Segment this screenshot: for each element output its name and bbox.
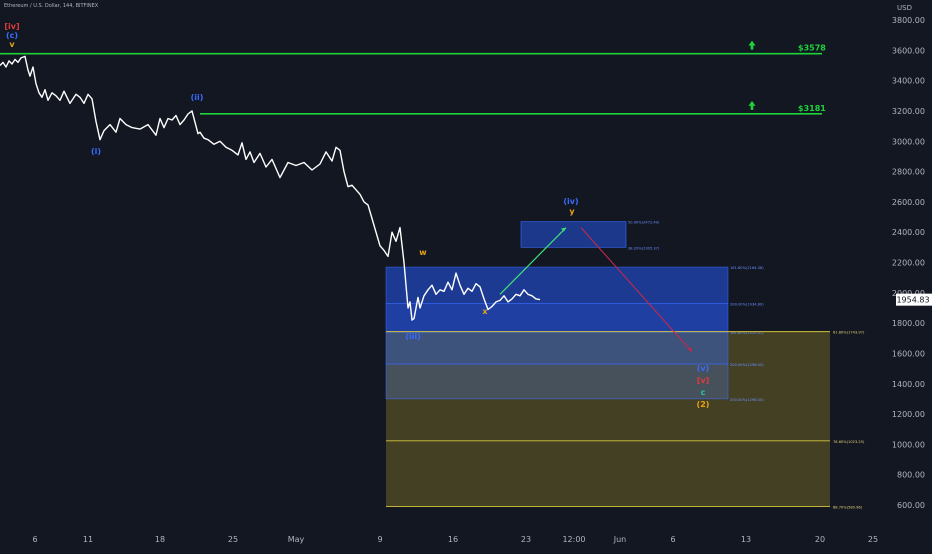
wave-label: y [569, 207, 575, 216]
x-axis-tick-label: 12:00 [562, 535, 585, 544]
x-axis-tick-label: 25 [868, 535, 878, 544]
y-axis-tick-label: 2600.00 [892, 198, 925, 207]
extension-zone-blue-upper [385, 266, 729, 304]
wave-label: x [482, 307, 488, 316]
target-price-label: $3181 [798, 104, 826, 113]
up-arrow-icon [748, 100, 756, 110]
y-axis-tick-label: 1000.00 [892, 440, 925, 449]
y-axis-tick-label: 3200.00 [892, 107, 925, 116]
wave-label: (iv) [563, 197, 578, 206]
y-axis-tick-label: 2800.00 [892, 168, 925, 177]
y-axis-tick-label: 600.00 [897, 501, 925, 510]
x-axis-tick-label: 6 [32, 535, 37, 544]
wave-iv-target-zone [520, 221, 627, 248]
fib-label: 161.80%(2164.38) [730, 266, 764, 270]
up-arrow-icon [748, 40, 756, 50]
price-line [0, 55, 541, 321]
projection-arrow-up [499, 227, 567, 295]
y-axis-tick-label: 3000.00 [892, 137, 925, 146]
y-axis-tick-label: 2000.00 [892, 289, 925, 298]
x-axis-tick-label: 23 [521, 535, 531, 544]
wave-label: (iii) [405, 332, 421, 341]
fib-level-label: 88.70%(589.96) [833, 506, 863, 510]
fib-label: 38.20%(2305.37) [628, 246, 660, 250]
y-axis-tick-label: 1200.00 [892, 410, 925, 419]
fib-level-label: 61.80%(1743.97) [833, 331, 865, 335]
extension-zone-blue-lower [385, 303, 729, 333]
x-axis-tick-label: Jun [613, 535, 627, 544]
fib-level-label: 78.60%(1023.25) [833, 440, 865, 444]
y-axis-tick-label: 3600.00 [892, 46, 925, 55]
wave-label: v [9, 40, 15, 49]
arrowhead-icon [688, 346, 692, 352]
x-axis-tick-label: 6 [670, 535, 675, 544]
wave-label: (i) [91, 147, 101, 156]
axis-currency-label: USD [897, 4, 912, 12]
x-axis-tick-label: 16 [448, 535, 458, 544]
extension-zone-blue-light-1 [385, 331, 729, 365]
y-axis-tick-label: 1400.00 [892, 380, 925, 389]
y-axis-tick-label: 3400.00 [892, 77, 925, 86]
fib-label: 161.80%(1529.31) [730, 331, 764, 335]
fib-label: 200.00%(1298.00) [730, 398, 764, 402]
target-price-label: $3578 [798, 44, 826, 53]
fib-label: 200.00%(1934.80) [730, 302, 764, 306]
y-axis-tick-label: 3800.00 [892, 16, 925, 25]
wave-label: (c) [6, 31, 18, 40]
y-axis-tick-label: 2200.00 [892, 259, 925, 268]
y-axis-tick-label: 1600.00 [892, 349, 925, 358]
wave-label: (ii) [191, 93, 204, 102]
current-price-label: 1954.83 [896, 296, 929, 305]
wave-label: [v] [697, 376, 710, 385]
x-axis-tick-label: May [288, 535, 305, 544]
wave-label: w [419, 248, 427, 257]
extension-zone-blue-light-2 [385, 363, 729, 400]
x-axis-tick-label: 11 [83, 535, 93, 544]
x-axis-tick-label: 18 [155, 535, 165, 544]
x-axis-tick-label: 25 [228, 535, 238, 544]
symbol-title: Ethereum / U.S. Dollar, 144, BITFINEX [4, 3, 99, 9]
y-axis-tick-label: 800.00 [897, 471, 925, 480]
current-price-tag [896, 293, 932, 306]
y-axis-tick-label: 1800.00 [892, 319, 925, 328]
wave-label: (2) [697, 400, 710, 409]
fib-label: 200.00%(1298.00) [730, 363, 764, 367]
y-axis-tick-label: 2400.00 [892, 228, 925, 237]
wave-label: c [701, 388, 706, 397]
x-axis-tick-label: 20 [815, 535, 825, 544]
arrowhead-icon [561, 227, 566, 232]
x-axis-tick-label: 9 [377, 535, 382, 544]
wave-label: (v) [697, 364, 710, 373]
projection-arrow-down [580, 227, 693, 353]
fib-label: 50.00%(2472.49) [628, 221, 660, 225]
x-axis-tick-label: 13 [741, 535, 751, 544]
wave-label: [iv] [4, 22, 19, 31]
